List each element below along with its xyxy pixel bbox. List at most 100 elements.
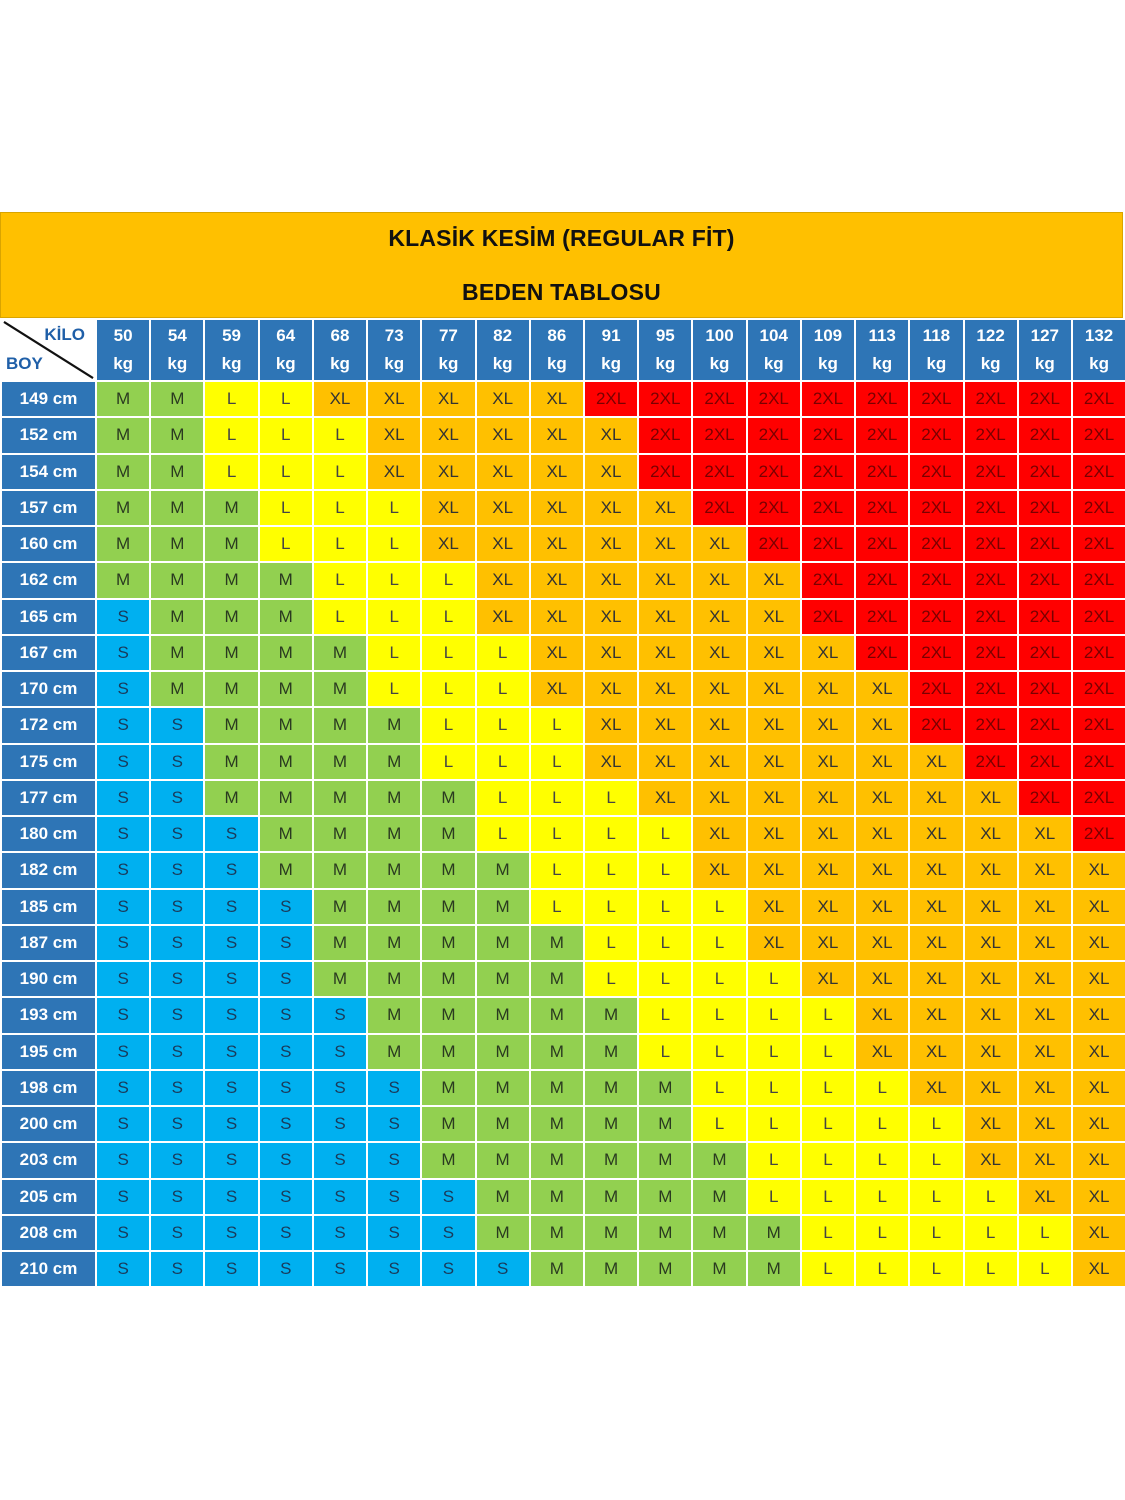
size-cell: S xyxy=(311,1213,369,1253)
size-cell: 2XL xyxy=(637,452,694,491)
size-cell: 2XL xyxy=(962,633,1019,673)
size-cell: XL xyxy=(637,524,694,564)
weight-unit: kg xyxy=(438,354,459,373)
size-cell: 2XL xyxy=(1070,452,1125,491)
size-cell: XL xyxy=(691,669,748,709)
table-row: 200 cm S S S S S S M M M M M L L L L L XL XL XL xyxy=(0,1104,1125,1144)
size-cell: L xyxy=(745,959,802,999)
size-cell: 2XL xyxy=(1070,597,1125,636)
size-cell: M xyxy=(420,1032,477,1071)
height-label: 170 cm xyxy=(0,669,97,709)
size-cell: S xyxy=(257,1177,314,1216)
size-cell: L xyxy=(311,524,369,564)
size-cell: M xyxy=(257,851,314,890)
size-cell: M xyxy=(311,633,369,673)
size-cell: XL xyxy=(1070,1249,1125,1289)
height-label: 187 cm xyxy=(0,923,97,963)
size-cell: M xyxy=(474,1213,531,1253)
size-cell: S xyxy=(366,1141,423,1180)
size-cell: XL xyxy=(420,379,477,419)
size-cell: M xyxy=(203,488,260,528)
size-cell: 2XL xyxy=(799,561,857,600)
size-cell: XL xyxy=(1070,1104,1125,1144)
height-label: 182 cm xyxy=(0,851,97,890)
size-cell: XL xyxy=(908,923,965,963)
weight-value: 118 xyxy=(922,326,951,345)
size-cell: XL xyxy=(799,923,857,963)
size-cell: XL xyxy=(1070,887,1125,926)
size-cell: 2XL xyxy=(1016,669,1073,709)
size-cell: 2XL xyxy=(908,669,965,709)
height-label: 149 cm xyxy=(0,379,97,419)
size-cell: L xyxy=(799,1213,857,1253)
size-cell: 2XL xyxy=(1016,379,1073,419)
size-cell: XL xyxy=(799,778,857,818)
size-cell: L xyxy=(582,778,640,818)
size-cell: M xyxy=(637,1213,694,1253)
size-cell: 2XL xyxy=(745,379,802,419)
size-cell: M xyxy=(582,1032,640,1071)
size-cell: M xyxy=(528,1141,585,1180)
size-cell: XL xyxy=(799,851,857,890)
size-cell: L xyxy=(908,1177,965,1216)
size-cell: L xyxy=(799,1249,857,1289)
size-cell: S xyxy=(94,597,152,636)
size-cell: S xyxy=(311,1177,369,1216)
table-row: 182 cm S S S M M M M M L L L XL XL XL XL XL XL XL XL xyxy=(0,851,1125,890)
size-cell: XL xyxy=(637,669,694,709)
size-cell: M xyxy=(203,524,260,564)
size-cell: XL xyxy=(854,887,911,926)
size-cell: L xyxy=(854,1249,911,1289)
size-cell: S xyxy=(420,1213,477,1253)
size-cell: 2XL xyxy=(1070,706,1125,745)
size-cell: XL xyxy=(799,742,857,781)
size-cell: M xyxy=(420,1068,477,1108)
size-cell: S xyxy=(94,633,152,673)
size-cell: L xyxy=(691,959,748,999)
weight-header: 50 kg xyxy=(94,318,152,382)
size-cell: 2XL xyxy=(908,379,965,419)
height-label: 185 cm xyxy=(0,887,97,926)
size-cell: S xyxy=(203,959,260,999)
corner-header: KİLO BOY xyxy=(0,318,97,382)
size-cell: L xyxy=(311,416,369,455)
size-cell: XL xyxy=(1070,923,1125,963)
size-cell: 2XL xyxy=(1016,778,1073,818)
size-cell: S xyxy=(149,814,206,854)
size-cell: S xyxy=(94,814,152,854)
weight-header: 86 kg xyxy=(528,318,585,382)
size-cell: L xyxy=(474,669,531,709)
size-cell: M xyxy=(745,1213,802,1253)
size-cell: XL xyxy=(962,887,1019,926)
height-label: 198 cm xyxy=(0,1068,97,1108)
size-cell: S xyxy=(203,1068,260,1108)
size-cell: 2XL xyxy=(799,524,857,564)
size-cell: XL xyxy=(962,923,1019,963)
size-cell: XL xyxy=(1016,1177,1073,1216)
weight-header: 73 kg xyxy=(366,318,423,382)
size-cell: S xyxy=(149,1213,206,1253)
size-cell: 2XL xyxy=(1070,633,1125,673)
size-cell: M xyxy=(528,1249,585,1289)
height-label: 205 cm xyxy=(0,1177,97,1216)
size-cell: XL xyxy=(745,633,802,673)
size-cell: XL xyxy=(908,814,965,854)
size-cell: XL xyxy=(691,814,748,854)
size-cell: S xyxy=(94,706,152,745)
size-cell: XL xyxy=(745,814,802,854)
size-cell: XL xyxy=(854,706,911,745)
size-cell: 2XL xyxy=(854,633,911,673)
title-band: KLASİK KESİM (REGULAR FİT) BEDEN TABLOSU xyxy=(0,212,1123,318)
size-cell: XL xyxy=(854,851,911,890)
size-cell: L xyxy=(799,1177,857,1216)
size-cell: XL xyxy=(1016,1068,1073,1108)
size-cell: S xyxy=(311,1249,369,1289)
size-cell: XL xyxy=(908,851,965,890)
size-cell: XL xyxy=(1016,923,1073,963)
size-cell: M xyxy=(637,1177,694,1216)
kilo-label: KİLO xyxy=(44,325,85,344)
size-cell: 2XL xyxy=(962,452,1019,491)
size-cell: M xyxy=(94,524,152,564)
size-cell: XL xyxy=(691,597,748,636)
size-cell: L xyxy=(745,1068,802,1108)
